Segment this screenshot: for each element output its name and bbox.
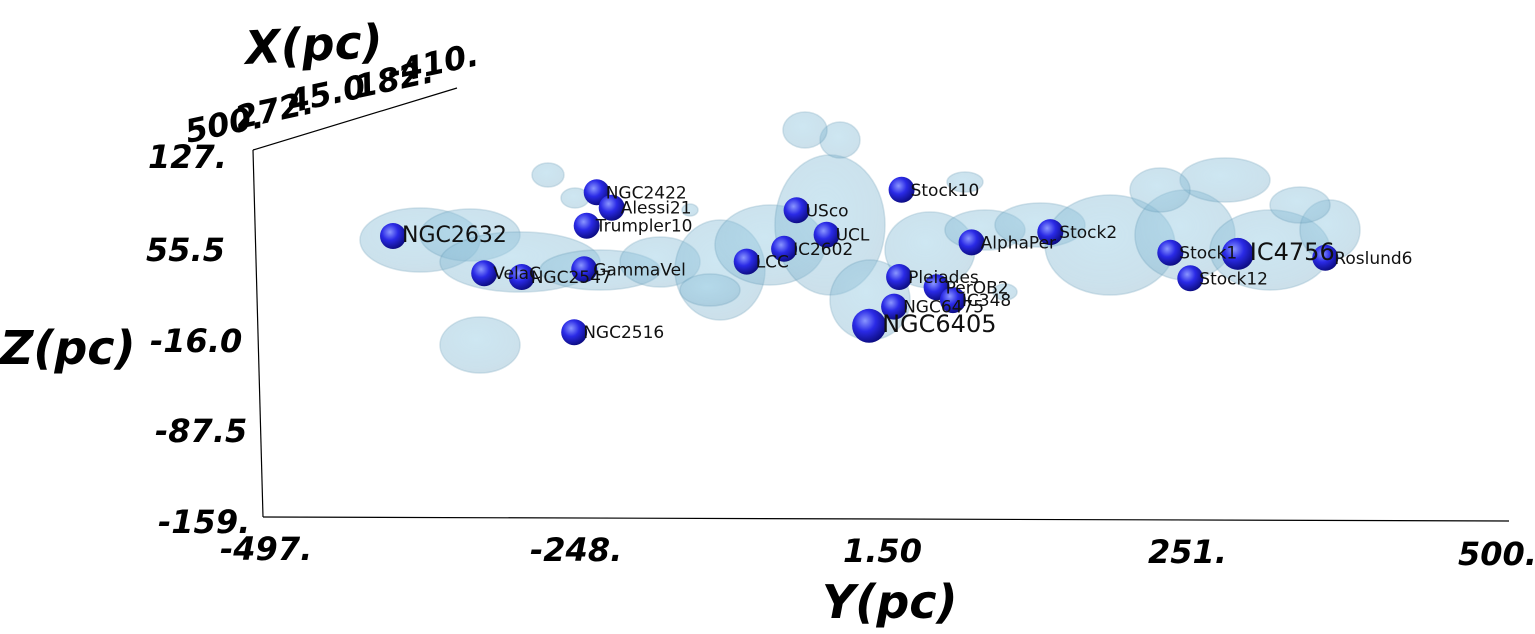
y-axis-ticks: -497. -248. 1.50 251. 500. <box>220 530 1535 573</box>
cluster-sphere <box>881 293 908 320</box>
cluster-sphere <box>573 212 600 239</box>
y-tick-label: 1.50 <box>843 532 922 570</box>
cluster-sphere <box>771 235 798 262</box>
cluster-label: UCL <box>836 226 870 246</box>
cluster-label: Alessi21 <box>621 199 692 219</box>
z-tick-label: -87.5 <box>155 412 247 450</box>
z-tick-label: 127. <box>148 138 227 176</box>
density-cloud <box>439 316 521 374</box>
cluster-sphere <box>733 248 760 275</box>
cluster-sphere <box>561 319 588 346</box>
z-axis-title: Z(pc) <box>0 321 136 375</box>
x-axis-line <box>252 87 458 151</box>
cluster-label: NGC2547 <box>531 268 612 288</box>
z-tick-label: -16.0 <box>150 322 242 360</box>
cluster-sphere <box>852 308 887 343</box>
cluster-label: Stock12 <box>1199 269 1268 289</box>
cluster-label: IC348 <box>962 291 1011 311</box>
cluster-sphere <box>508 264 535 290</box>
density-cloud <box>681 203 699 217</box>
y-tick-label: 251. <box>1148 533 1227 571</box>
cluster-label: PerOB2 <box>946 278 1009 298</box>
z-axis-ticks: 127. 55.5 -16.0 -87.5 -159. <box>146 138 250 541</box>
cluster-label: NGC6405 <box>882 310 996 338</box>
cluster-label: IC4756 <box>1250 238 1335 266</box>
density-cloud <box>1129 167 1191 213</box>
cluster-label: NGC6475 <box>903 298 984 318</box>
y-tick-label: 500. <box>1458 535 1535 573</box>
cluster-sphere <box>471 260 498 287</box>
cluster-label: USco <box>806 201 849 221</box>
cluster-label: NGC2422 <box>606 183 687 203</box>
density-cloud <box>679 273 741 307</box>
cluster-label: Roslund6 <box>1334 249 1412 269</box>
cluster-label: NGC2632 <box>402 223 507 248</box>
cluster-sphere <box>1312 244 1339 271</box>
y-tick-label: -497. <box>220 530 312 568</box>
density-cloud <box>782 111 828 149</box>
x-axis-title: X(pc) <box>241 14 384 75</box>
cluster-label: Stock2 <box>1059 223 1117 243</box>
cluster-label: NGC2516 <box>583 323 664 343</box>
density-cloud <box>992 283 1018 301</box>
cluster-sphere <box>813 221 840 248</box>
cluster-label: Stock1 <box>1179 244 1237 264</box>
cluster-label: Pleiades <box>908 268 979 288</box>
cluster-sphere <box>888 176 915 203</box>
cluster-sphere <box>1177 265 1204 292</box>
cluster-sphere <box>958 229 985 256</box>
z-axis-line <box>252 149 264 518</box>
cluster-label: Trumpler10 <box>595 217 693 237</box>
axes <box>252 87 1510 522</box>
cluster-label: LCC <box>756 253 789 273</box>
cluster-sphere <box>571 256 598 283</box>
y-tick-label: -248. <box>530 531 622 569</box>
z-tick-label: 55.5 <box>146 231 225 269</box>
cluster-label: Stock10 <box>911 181 980 201</box>
cluster-sphere <box>380 223 406 249</box>
cluster-label: VelaC <box>493 264 541 284</box>
cluster-sphere <box>1157 239 1184 266</box>
cluster-sphere <box>886 264 913 290</box>
cluster-sphere <box>1221 237 1254 270</box>
cluster-spheres <box>380 176 1339 346</box>
density-clouds <box>359 111 1361 374</box>
cluster-sphere <box>939 287 966 314</box>
y-axis-line <box>262 516 1510 522</box>
density-cloud <box>1269 186 1331 224</box>
y-axis-title: Y(pc) <box>822 575 958 629</box>
density-cloud <box>946 171 984 193</box>
density-cloud <box>1179 157 1271 203</box>
cluster-sphere <box>783 197 810 224</box>
cluster-label: IC2602 <box>793 240 853 260</box>
cluster-sphere <box>598 194 625 221</box>
z-tick-label: -159. <box>158 503 250 541</box>
density-cloud <box>531 162 565 188</box>
cluster-label: AlphaPer <box>981 233 1056 253</box>
cluster-label: GammaVel <box>593 260 686 280</box>
cluster-sphere <box>1037 219 1064 246</box>
